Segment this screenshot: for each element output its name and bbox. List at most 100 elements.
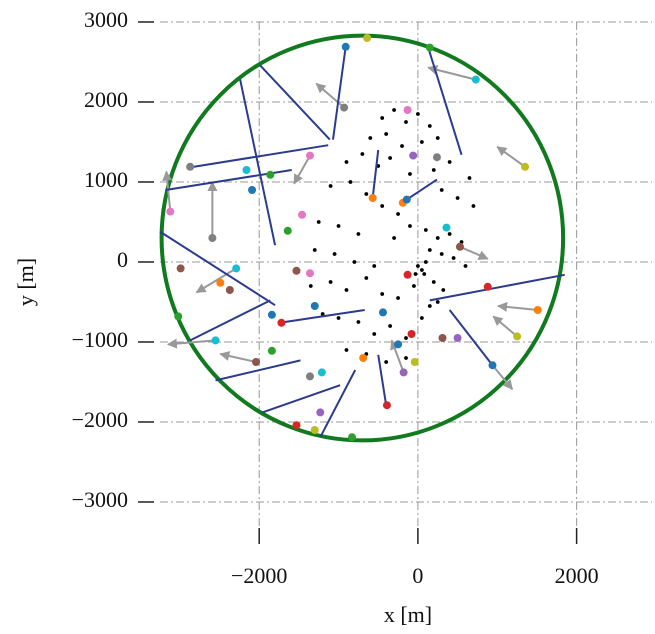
source-point (242, 166, 251, 174)
point (422, 272, 427, 276)
source-point (267, 346, 276, 355)
point (413, 272, 418, 276)
trajectory (259, 64, 331, 141)
x-tick-label: 2000 (555, 563, 599, 588)
point (404, 336, 408, 340)
point (396, 296, 400, 300)
source-point (453, 334, 462, 342)
source-point (305, 151, 314, 160)
source-point (340, 103, 349, 112)
source-point (248, 186, 257, 194)
source-point (359, 354, 368, 362)
displacement-arrow (195, 267, 237, 294)
point (435, 236, 440, 240)
point (416, 112, 420, 116)
y-tick-label: −3000 (72, 487, 128, 512)
point (447, 160, 452, 164)
source-point (488, 361, 497, 370)
trajectory (189, 299, 271, 342)
source-point (305, 269, 314, 278)
point (356, 232, 361, 236)
source-point (513, 332, 522, 341)
source-point (166, 207, 175, 216)
point (463, 264, 468, 268)
point (427, 248, 432, 252)
source-point (267, 310, 276, 319)
trajectory (406, 178, 438, 201)
source-point (292, 266, 301, 275)
trajectory (371, 149, 380, 199)
source-point (225, 286, 234, 294)
point (467, 176, 472, 180)
source-point (232, 264, 241, 273)
trajectory (429, 273, 565, 302)
source-point (174, 312, 183, 321)
source-point (442, 223, 451, 232)
point (336, 224, 341, 228)
x-axis-label: x [m] (384, 602, 432, 627)
point (312, 248, 317, 252)
source-point (425, 43, 434, 52)
point (344, 288, 349, 292)
displacement-arrow (162, 170, 173, 212)
source-point (399, 368, 408, 377)
y-tick-label: 2000 (84, 87, 128, 112)
point (423, 260, 428, 264)
displacement-arrow (219, 351, 257, 363)
displacement-arrow (315, 82, 345, 109)
source-point (216, 278, 225, 287)
source-point (407, 330, 416, 338)
trajectory (319, 369, 357, 438)
source-point (186, 162, 195, 171)
point (344, 160, 349, 164)
trajectory (377, 354, 388, 406)
point (328, 280, 333, 284)
point (439, 188, 444, 192)
source-point (409, 151, 418, 160)
trajectory (332, 46, 347, 140)
source-point (341, 42, 350, 51)
source-point (394, 340, 403, 349)
point (316, 220, 321, 224)
point (404, 356, 408, 360)
point (408, 172, 412, 176)
point (372, 332, 377, 336)
point (408, 224, 412, 228)
source-point (368, 194, 377, 202)
source-point (403, 106, 412, 114)
source-point (211, 336, 220, 345)
point (419, 268, 424, 272)
source-point (363, 34, 372, 42)
source-point (310, 302, 319, 310)
point (400, 144, 404, 148)
point (471, 204, 476, 208)
source-point (521, 162, 530, 171)
boundary-circle (159, 33, 566, 443)
trajectory (239, 79, 277, 246)
point (416, 264, 420, 268)
point (384, 132, 389, 136)
source-point (277, 318, 286, 327)
source-point (378, 308, 387, 317)
point (320, 312, 325, 316)
displacement-arrow (166, 338, 216, 349)
point (356, 320, 361, 324)
point (455, 196, 460, 200)
point (372, 264, 377, 268)
point (419, 140, 424, 144)
source-point (382, 401, 391, 410)
source-point (455, 242, 464, 251)
source-point (283, 226, 292, 235)
point (364, 192, 369, 196)
y-tick-label: 1000 (84, 167, 128, 192)
source-point (438, 334, 447, 342)
source-point (305, 372, 314, 381)
source-point (208, 234, 217, 242)
point (392, 108, 396, 112)
trajectory (279, 309, 365, 324)
displacement-arrow (496, 145, 526, 168)
source-point (483, 282, 492, 291)
displacement-arrow (497, 301, 538, 312)
y-tick-label: −1000 (72, 327, 128, 352)
